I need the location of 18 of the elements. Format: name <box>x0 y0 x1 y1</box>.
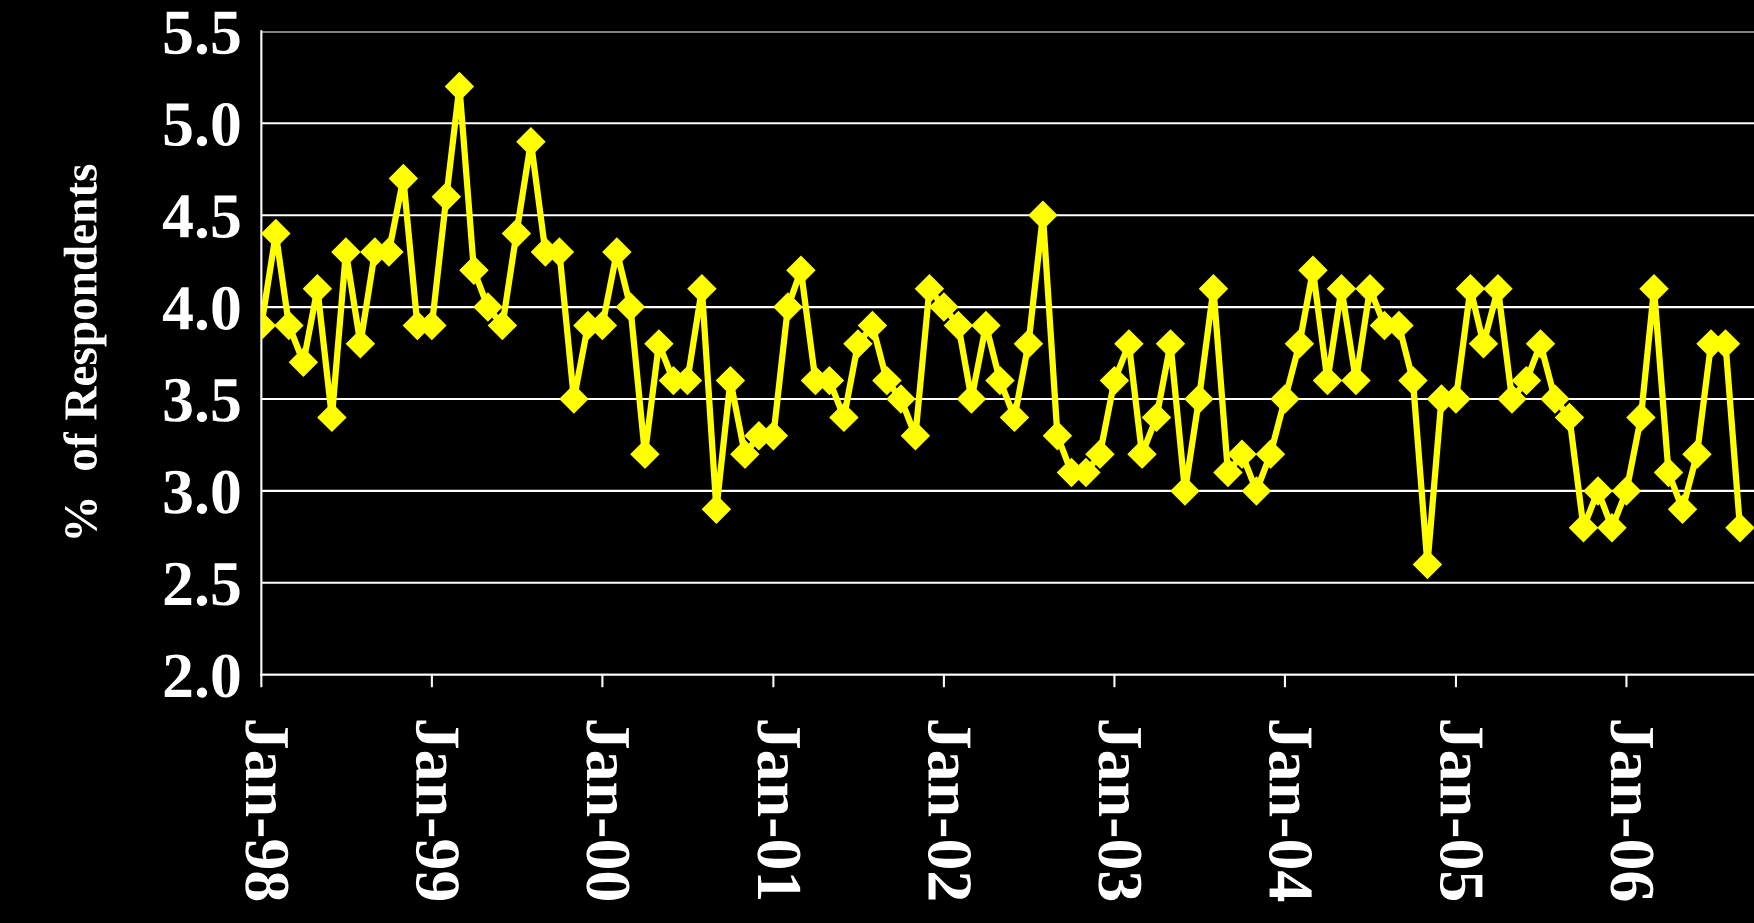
y-tick-label: 3.5 <box>164 378 240 423</box>
y-tick-label: 2.5 <box>164 562 240 606</box>
y-axis-title: % of Respondents <box>63 164 107 538</box>
y-tick-label: 4.5 <box>162 195 240 239</box>
x-tick-label: Jan-00 <box>586 720 630 900</box>
y-tick-label: 5.5 <box>164 11 240 55</box>
y-tick-label: 3.0 <box>164 470 240 514</box>
x-tick-label: Jan-99 <box>415 720 459 901</box>
y-tick-label: 4.0 <box>162 286 240 331</box>
x-tick-label: Jan-03 <box>1098 720 1142 901</box>
x-tick-label: Jan-04 <box>1268 720 1313 902</box>
x-tick-label: Jan-05 <box>1439 720 1484 901</box>
x-tick-label: Jan-01 <box>757 720 801 900</box>
y-tick-label: 5.0 <box>164 102 240 147</box>
x-tick-label: Jan-02 <box>927 720 972 900</box>
x-tick-label: Jan-98 <box>245 720 289 901</box>
x-tick-label: Jan-06 <box>1610 720 1654 901</box>
y-tick-label: 2.0 <box>164 654 240 698</box>
